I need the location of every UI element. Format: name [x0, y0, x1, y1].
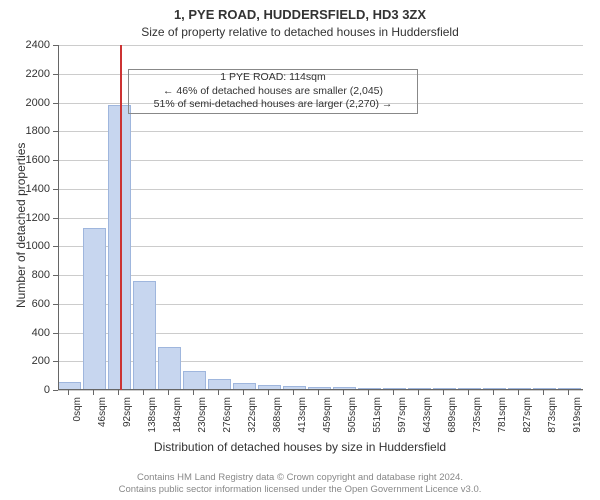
- xtick-label: 92sqm: [122, 397, 133, 427]
- xtick-mark: [368, 390, 369, 395]
- ytick-mark: [53, 361, 58, 362]
- ytick-mark: [53, 304, 58, 305]
- xtick-mark: [118, 390, 119, 395]
- ytick-mark: [53, 218, 58, 219]
- xtick-mark: [518, 390, 519, 395]
- xtick-label: 551sqm: [372, 397, 383, 433]
- footer-line-2: Contains public sector information licen…: [0, 484, 600, 496]
- xtick-mark: [543, 390, 544, 395]
- gridline: [58, 246, 583, 247]
- xtick-label: 919sqm: [572, 397, 583, 433]
- xtick-mark: [293, 390, 294, 395]
- x-axis-label: Distribution of detached houses by size …: [0, 440, 600, 454]
- xtick-label: 322sqm: [247, 397, 258, 433]
- ytick-label: 400: [0, 327, 50, 339]
- xtick-mark: [68, 390, 69, 395]
- xtick-label: 643sqm: [422, 397, 433, 433]
- page-title: 1, PYE ROAD, HUDDERSFIELD, HD3 3ZX: [0, 0, 600, 24]
- xtick-label: 459sqm: [322, 397, 333, 433]
- annotation-line: 51% of semi-detached houses are larger (…: [132, 98, 414, 112]
- annotation-line: ← 46% of detached houses are smaller (2,…: [132, 85, 414, 99]
- xtick-mark: [93, 390, 94, 395]
- histogram-bar: [83, 228, 106, 390]
- xtick-label: 689sqm: [447, 397, 458, 433]
- ytick-label: 1400: [0, 183, 50, 195]
- xtick-label: 873sqm: [547, 397, 558, 433]
- xtick-label: 827sqm: [522, 397, 533, 433]
- ytick-mark: [53, 103, 58, 104]
- ytick-label: 0: [0, 384, 50, 396]
- gridline: [58, 45, 583, 46]
- ytick-mark: [53, 246, 58, 247]
- gridline: [58, 189, 583, 190]
- xtick-label: 368sqm: [272, 397, 283, 433]
- xtick-label: 413sqm: [297, 397, 308, 433]
- ytick-label: 200: [0, 355, 50, 367]
- histogram-bar: [183, 371, 206, 390]
- ytick-mark: [53, 189, 58, 190]
- xtick-mark: [393, 390, 394, 395]
- xtick-label: 276sqm: [222, 397, 233, 433]
- ytick-mark: [53, 131, 58, 132]
- gridline: [58, 160, 583, 161]
- histogram-bar: [133, 281, 156, 390]
- ytick-mark: [53, 160, 58, 161]
- marker-line: [120, 45, 122, 390]
- xtick-label: 781sqm: [497, 397, 508, 433]
- xtick-mark: [493, 390, 494, 395]
- ytick-label: 600: [0, 298, 50, 310]
- ytick-label: 2000: [0, 97, 50, 109]
- xtick-label: 0sqm: [72, 397, 83, 421]
- footer-line-1: Contains HM Land Registry data © Crown c…: [0, 472, 600, 484]
- ytick-label: 2400: [0, 39, 50, 51]
- xtick-mark: [443, 390, 444, 395]
- xtick-mark: [568, 390, 569, 395]
- xtick-mark: [193, 390, 194, 395]
- ytick-label: 1600: [0, 154, 50, 166]
- annotation-line: 1 PYE ROAD: 114sqm: [132, 71, 414, 85]
- xtick-mark: [418, 390, 419, 395]
- xtick-mark: [268, 390, 269, 395]
- chart-container: 1, PYE ROAD, HUDDERSFIELD, HD3 3ZX Size …: [0, 0, 600, 500]
- ytick-mark: [53, 390, 58, 391]
- plot-area: 1 PYE ROAD: 114sqm← 46% of detached hous…: [58, 45, 583, 390]
- xtick-mark: [468, 390, 469, 395]
- ytick-mark: [53, 45, 58, 46]
- y-axis-label: Number of detached properties: [14, 142, 28, 307]
- xtick-mark: [168, 390, 169, 395]
- gridline: [58, 131, 583, 132]
- footer-attribution: Contains HM Land Registry data © Crown c…: [0, 472, 600, 496]
- xtick-label: 184sqm: [172, 397, 183, 433]
- xtick-mark: [318, 390, 319, 395]
- ytick-label: 1000: [0, 240, 50, 252]
- gridline: [58, 218, 583, 219]
- xtick-label: 138sqm: [147, 397, 158, 433]
- xtick-mark: [243, 390, 244, 395]
- ytick-label: 800: [0, 269, 50, 281]
- ytick-label: 1200: [0, 212, 50, 224]
- xtick-label: 597sqm: [397, 397, 408, 433]
- ytick-mark: [53, 74, 58, 75]
- y-axis-line: [58, 45, 59, 390]
- ytick-label: 2200: [0, 68, 50, 80]
- xtick-label: 46sqm: [97, 397, 108, 427]
- xtick-label: 505sqm: [347, 397, 358, 433]
- ytick-mark: [53, 333, 58, 334]
- annotation-box: 1 PYE ROAD: 114sqm← 46% of detached hous…: [128, 69, 418, 114]
- xtick-mark: [343, 390, 344, 395]
- x-axis-line: [58, 389, 583, 390]
- ytick-label: 1800: [0, 125, 50, 137]
- histogram-bar: [158, 347, 181, 390]
- xtick-label: 230sqm: [197, 397, 208, 433]
- xtick-label: 735sqm: [472, 397, 483, 433]
- xtick-mark: [143, 390, 144, 395]
- gridline: [58, 275, 583, 276]
- ytick-mark: [53, 275, 58, 276]
- page-subtitle: Size of property relative to detached ho…: [0, 24, 600, 40]
- xtick-mark: [218, 390, 219, 395]
- gridline: [58, 390, 583, 391]
